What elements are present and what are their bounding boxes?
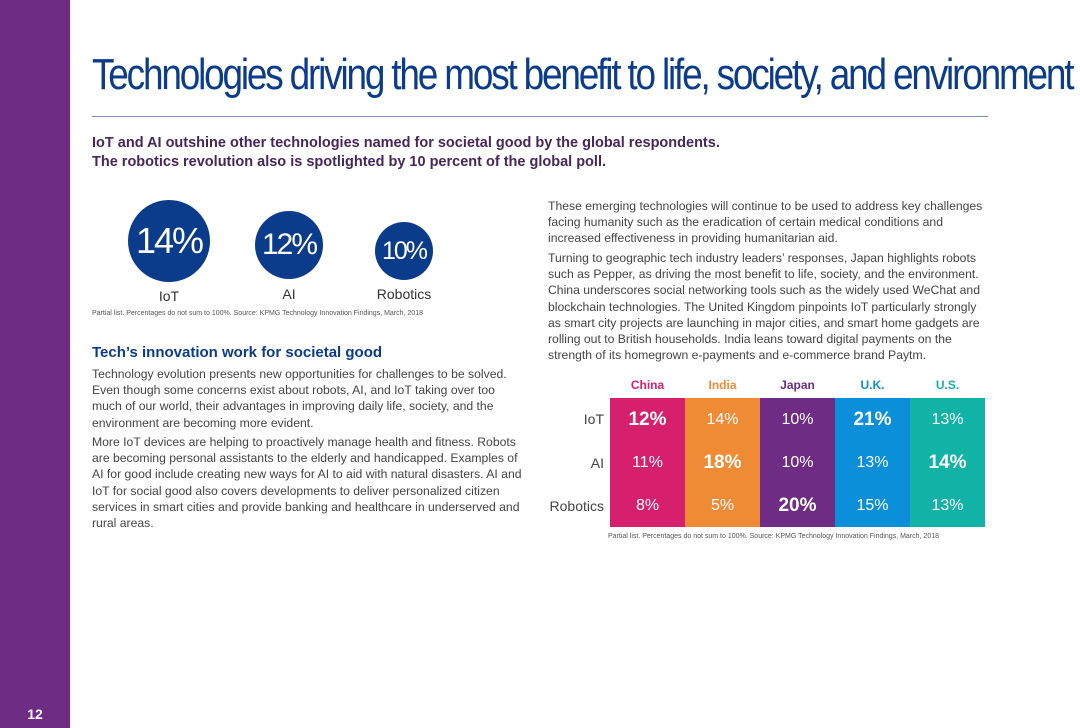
right-paragraph-2: Turning to geographic tech industry lead… bbox=[548, 251, 980, 363]
subheading-line-2: The robotics revolution also is spotligh… bbox=[92, 154, 606, 170]
bubble-iot-value: 14% bbox=[128, 200, 210, 282]
section-paragraph-1: Technology evolution presents new opport… bbox=[92, 367, 507, 430]
bubble-ai-value: 12% bbox=[255, 211, 323, 279]
cell-robotics-japan: 20% bbox=[760, 484, 835, 527]
bubble-stats: 14% IoT 12% AI 10% Robotics bbox=[92, 195, 462, 305]
bubble-robotics-value: 10% bbox=[375, 222, 433, 280]
column-head-india: India bbox=[708, 378, 737, 392]
cell-robotics-china: 8% bbox=[610, 484, 685, 527]
cell-ai-uk: 13% bbox=[835, 441, 910, 484]
page-number: 12 bbox=[27, 706, 43, 722]
bubble-robotics: 10% Robotics bbox=[375, 222, 433, 302]
right-paragraph-1: These emerging technologies will continu… bbox=[548, 199, 983, 246]
title-rule bbox=[92, 116, 988, 117]
section-paragraph-2: More IoT devices are helping to proactiv… bbox=[92, 435, 522, 531]
subheading-line-1: IoT and AI outshine other technologies n… bbox=[92, 135, 720, 151]
bubble-ai: 12% AI bbox=[255, 211, 323, 302]
row-label-ai: AI bbox=[590, 455, 604, 471]
row-label-iot: IoT bbox=[583, 411, 604, 427]
table-footnote: Partial list. Percentages do not sum to … bbox=[608, 533, 939, 540]
bubble-ai-label: AI bbox=[282, 286, 296, 302]
cell-ai-india: 18% bbox=[685, 441, 760, 484]
section-title: Tech’s innovation work for societal good bbox=[92, 344, 383, 361]
bubble-robotics-label: Robotics bbox=[376, 286, 432, 302]
cell-iot-china: 12% bbox=[610, 398, 685, 441]
row-label-robotics: Robotics bbox=[549, 498, 604, 514]
column-head-uk: U.K. bbox=[860, 378, 885, 392]
cell-iot-us: 13% bbox=[910, 398, 985, 441]
page-title: Technologies driving the most benefit to… bbox=[92, 50, 1075, 99]
cell-ai-japan: 10% bbox=[760, 441, 835, 484]
sidebar-band: 12 bbox=[0, 0, 70, 728]
bubble-footnote: Partial list. Percentages do not sum to … bbox=[92, 310, 423, 317]
bubble-iot: 14% IoT bbox=[128, 200, 210, 304]
cell-iot-japan: 10% bbox=[760, 398, 835, 441]
column-head-china: China bbox=[630, 378, 665, 392]
cell-ai-china: 11% bbox=[610, 441, 685, 484]
column-head-us: U.S. bbox=[935, 378, 960, 392]
cell-robotics-us: 13% bbox=[910, 484, 985, 527]
cell-robotics-uk: 15% bbox=[835, 484, 910, 527]
cell-iot-uk: 21% bbox=[835, 398, 910, 441]
cell-ai-us: 14% bbox=[910, 441, 985, 484]
column-head-japan: Japan bbox=[780, 378, 815, 392]
cell-iot-india: 14% bbox=[685, 398, 760, 441]
subheading: IoT and AI outshine other technologies n… bbox=[92, 134, 792, 172]
bubble-iot-label: IoT bbox=[158, 288, 180, 304]
cell-robotics-india: 5% bbox=[685, 484, 760, 527]
